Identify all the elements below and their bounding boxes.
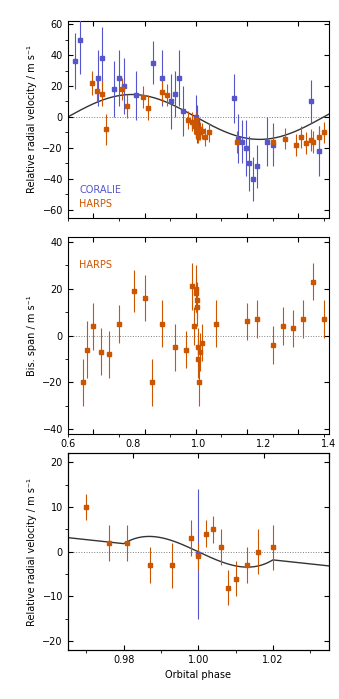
Y-axis label: Bis. span / m s⁻¹: Bis. span / m s⁻¹ — [27, 295, 37, 376]
Text: HARPS: HARPS — [79, 260, 112, 271]
Text: CORALIE: CORALIE — [79, 185, 121, 195]
Y-axis label: Relative radial velocity / m s⁻¹: Relative radial velocity / m s⁻¹ — [27, 478, 37, 626]
Text: HARPS: HARPS — [79, 199, 112, 208]
Y-axis label: Relative radial velocity / m s⁻¹: Relative radial velocity / m s⁻¹ — [27, 45, 37, 193]
X-axis label: Orbital phase: Orbital phase — [165, 670, 231, 681]
